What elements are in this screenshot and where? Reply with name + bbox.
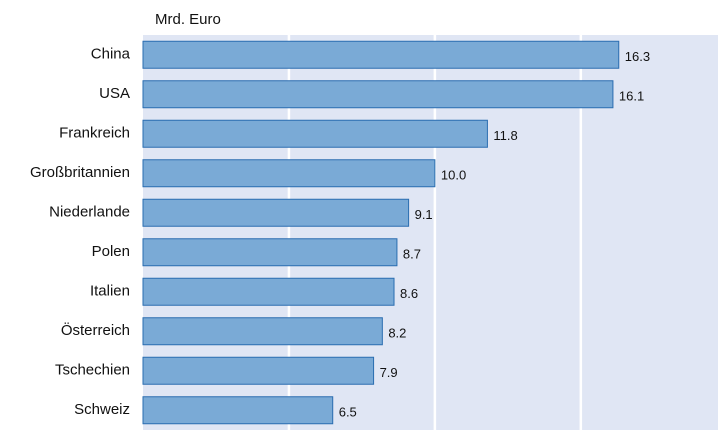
bar	[142, 356, 375, 385]
value-label: 11.8	[493, 128, 517, 143]
unit-label: Mrd. Euro	[155, 11, 221, 28]
value-label: 16.1	[619, 89, 644, 104]
value-label: 8.7	[403, 247, 421, 262]
value-label: 9.1	[415, 207, 433, 222]
y-tick-label: USA	[99, 85, 130, 102]
y-tick-label: Österreich	[61, 321, 130, 339]
y-tick-label: Niederlande	[49, 204, 130, 221]
value-label: 16.3	[625, 49, 650, 64]
bar	[142, 40, 620, 69]
y-tick-label: Schweiz	[74, 401, 130, 418]
bar	[142, 238, 398, 267]
bar	[142, 317, 383, 346]
bar	[142, 277, 395, 306]
value-label: 6.5	[339, 405, 357, 420]
bar	[142, 198, 410, 227]
bar	[142, 119, 488, 148]
y-tick-label: China	[91, 46, 131, 63]
y-tick-label: Tschechien	[55, 362, 130, 379]
value-label: 8.2	[388, 326, 406, 341]
y-tick-label: Großbritannien	[30, 164, 130, 181]
value-label: 8.6	[400, 286, 418, 301]
bar	[142, 396, 334, 425]
value-label: 10.0	[441, 168, 466, 183]
y-tick-label: Italien	[90, 283, 130, 300]
value-label: 7.9	[380, 365, 398, 380]
bar	[142, 80, 614, 109]
y-tick-label: Polen	[92, 243, 130, 260]
y-tick-label: Frankreich	[59, 125, 130, 142]
bar	[142, 159, 436, 188]
